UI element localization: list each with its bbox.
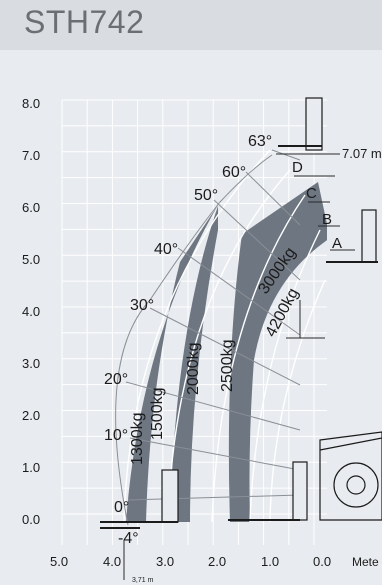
extension-letter: C — [306, 185, 317, 202]
angle-ray — [127, 494, 301, 501]
boom-arc — [167, 169, 291, 523]
angle-label: 50° — [194, 187, 218, 204]
angle-label: 10° — [104, 427, 128, 444]
load-label: 2000kg — [185, 343, 202, 396]
y-axis: 8.0 7.0 6.0 5.0 4.0 3.0 2.0 1.0 0.0 — [22, 96, 40, 527]
boom-arc — [123, 149, 271, 523]
x-tick-label: 1.0 — [261, 554, 279, 569]
angle-ray — [213, 199, 301, 281]
angle-label: 60° — [222, 164, 246, 181]
load-zone-outer — [126, 205, 218, 522]
angle-label: 0° — [114, 499, 129, 516]
wheel-hub — [346, 475, 366, 495]
boom-arcs — [123, 149, 326, 523]
extension-letters: A B C D — [292, 159, 342, 252]
x-axis: 5.0 4.0 3.0 2.0 1.0 0.0 Mete — [50, 554, 379, 569]
header-bar: STH742 — [0, 0, 382, 50]
y-tick-label: 2.0 — [22, 408, 40, 423]
y-tick-label: 5.0 — [22, 252, 40, 267]
fork-carriage — [305, 97, 323, 151]
max-height-label: 7.07 m — [342, 146, 382, 161]
load-label: 1300kg — [129, 413, 146, 466]
load-zone-mid — [170, 206, 218, 522]
load-label: 2500kg — [219, 340, 236, 393]
angle-ray — [245, 171, 301, 226]
angle-label: 40° — [154, 241, 178, 258]
load-zones — [126, 182, 327, 522]
angle-ray — [125, 381, 301, 431]
y-tick-label: 0.0 — [22, 512, 40, 527]
extension-letter: B — [322, 211, 332, 228]
angle-ray — [149, 307, 301, 386]
fork-carriage — [361, 209, 377, 263]
extension-letter: A — [332, 235, 342, 252]
y-tick-label: 4.0 — [22, 304, 40, 319]
boom-arc — [249, 229, 321, 523]
page-title: STH742 — [24, 4, 145, 40]
fork-carriage-raised — [278, 97, 378, 263]
angle-ray — [129, 437, 301, 471]
telehandler-body — [319, 431, 382, 521]
y-tick-label: 1.0 — [22, 460, 40, 475]
x-tick-label: 2.0 — [208, 554, 226, 569]
wheel — [333, 462, 379, 508]
y-tick-label: 6.0 — [22, 200, 40, 215]
min-reach-label: 3,71 m — [132, 577, 154, 584]
angle-labels: -4° 0° 10° 20° 30° 40° 50° 60° 63° — [104, 133, 272, 547]
fork-carriage — [161, 469, 179, 523]
boom-arc — [211, 194, 306, 523]
cab-outline — [319, 431, 382, 521]
extension-letter: D — [292, 159, 303, 176]
angle-label: 63° — [248, 133, 272, 150]
fork-carriage-ground — [100, 461, 308, 529]
angle-label: 20° — [104, 371, 128, 388]
y-tick-label: 8.0 — [22, 96, 40, 111]
angle-label: -4° — [118, 530, 139, 547]
y-tick-label: 3.0 — [22, 356, 40, 371]
fork-carriage — [292, 461, 308, 521]
angle-ray — [271, 149, 301, 161]
extension-lines — [123, 153, 355, 580]
load-zone-inner — [228, 182, 327, 522]
x-tick-label: 5.0 — [50, 554, 68, 569]
x-unit-label: Mete — [352, 555, 379, 569]
x-tick-label: 4.0 — [103, 554, 121, 569]
reach-envelope — [115, 154, 273, 526]
boom-arc — [269, 279, 326, 523]
load-label: 1500kg — [149, 388, 166, 441]
boom-arm — [319, 437, 382, 451]
angle-rays — [125, 149, 301, 501]
x-tick-label: 3.0 — [156, 554, 174, 569]
x-tick-label: 0.0 — [313, 554, 331, 569]
y-tick-label: 7.0 — [22, 148, 40, 163]
angle-ray — [177, 247, 301, 336]
load-labels: 1300kg 1500kg 2000kg 2500kg 3000kg 4200k… — [129, 245, 302, 465]
angle-label: 30° — [130, 297, 154, 314]
